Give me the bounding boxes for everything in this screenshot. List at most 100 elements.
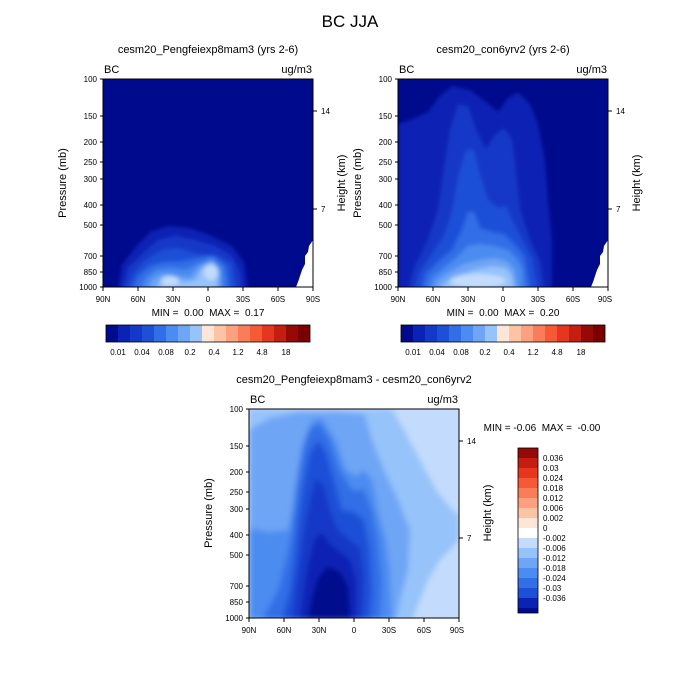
panel-2-xtick-90N: 90N xyxy=(391,295,406,304)
panel-3-cbar-box-15 xyxy=(518,588,538,598)
panel-1-x-ticks: 90N 60N 30N 0 30S 60S 90S xyxy=(96,287,320,304)
panel-1-cbar-label-4: 0.4 xyxy=(208,348,220,357)
panel-2-xtick-60N: 60N xyxy=(426,295,441,304)
panel-2-cbar-box-4 xyxy=(437,325,449,342)
panel-2-cbar-box-15 xyxy=(569,325,581,342)
panel-3-cbar-box-3 xyxy=(518,468,538,478)
panel-2-cbar-box-14 xyxy=(557,325,569,342)
panel-2-colorbar-boxes xyxy=(400,324,606,343)
panel-1-plume-core-b xyxy=(161,276,179,286)
panel-2-x-ticks: 90N 60N 30N 0 30S 60S 90S xyxy=(391,287,612,304)
panel-3-cbar-label-1: 0.03 xyxy=(543,464,559,473)
panel-3-cbar-outline xyxy=(517,447,539,614)
panel-1-stats: MIN = 0.00 MAX = 0.17 xyxy=(152,308,265,319)
panel-2-cbar-box-16 xyxy=(581,325,593,342)
panel-1-ytick-850: 850 xyxy=(84,268,98,277)
panel-2-xtick-30N: 30N xyxy=(461,295,476,304)
panel-1-cbar-box-12 xyxy=(238,325,250,342)
panel-1-cbar-box-9 xyxy=(202,325,214,342)
panel-3-cbar-label-4: 0.012 xyxy=(543,494,564,503)
panel-3-ytick-100: 100 xyxy=(230,405,244,414)
panel-3-ylabel: Pressure (mb) xyxy=(203,478,215,548)
panel-2-cbar-box-7 xyxy=(473,325,485,342)
panel-1-xtick-30N: 30N xyxy=(166,295,181,304)
panel-3-cbar-box-6 xyxy=(518,498,538,508)
panel-2-ytick-1000: 1000 xyxy=(374,283,392,292)
panel-2-cbar-label-6: 4.8 xyxy=(551,348,563,357)
panel-1-cbar-label-0: 0.01 xyxy=(110,348,126,357)
panel-1-cbar-box-2 xyxy=(118,325,130,342)
panel-3-ylabel-right: Height (km) xyxy=(482,485,494,542)
panel-2-cbar-outline xyxy=(400,324,606,343)
panel-2-cbar-box-6 xyxy=(461,325,473,342)
panel-1-ytick-150: 150 xyxy=(84,112,98,121)
panel-3-ytick-1000: 1000 xyxy=(225,614,243,623)
panel-3-ytick-right-14: 14 xyxy=(467,437,476,446)
panel-1-cbar-box-5 xyxy=(154,325,166,342)
panel-3-xtick-30S: 30S xyxy=(382,626,396,635)
panel-1-cbar-box-7 xyxy=(178,325,190,342)
panel-3-cbar-box-10 xyxy=(518,538,538,548)
panel-1-cbar-box-10 xyxy=(214,325,226,342)
panel-2-cbar-label-3: 0.2 xyxy=(479,348,491,357)
panel-3: cesm20_Pengfeiexp8mam3 - cesm20_con6yrv2… xyxy=(203,374,601,635)
panel-2-ytick-right-7: 7 xyxy=(616,205,621,214)
panel-1-cbar-box-15 xyxy=(274,325,286,342)
panel-1-right-string: ug/m3 xyxy=(281,64,312,76)
panel-3-ytick-150: 150 xyxy=(230,442,244,451)
panel-1-ytick-200: 200 xyxy=(84,138,98,147)
panel-2-colorbar: 0.01 0.04 0.08 0.2 0.4 1.2 4.8 18 xyxy=(400,324,606,357)
panel-3-xtick-90N: 90N xyxy=(242,626,257,635)
panel-2-cbar-box-8 xyxy=(485,325,497,342)
panel-1-cbar-box-16 xyxy=(286,325,298,342)
panel-2-ytick-100: 100 xyxy=(379,75,393,84)
panel-3-ytick-850: 850 xyxy=(230,598,244,607)
panel-2-ylabel: Pressure (mb) xyxy=(352,148,364,218)
panel-2-ytick-850: 850 xyxy=(379,268,393,277)
panel-2-cbar-box-17 xyxy=(593,325,605,342)
panel-1-right-axis: 14 7 xyxy=(313,107,330,214)
panel-3-cbar-label-0: 0.036 xyxy=(543,454,564,463)
panel-3-cbar-label-10: -0.012 xyxy=(543,554,566,563)
panel-2-right-axis: 14 7 xyxy=(608,107,625,214)
panel-3-field xyxy=(249,409,459,618)
panel-1-cbar-label-5: 1.2 xyxy=(232,348,244,357)
panel-2-ytick-right-14: 14 xyxy=(616,107,625,116)
panel-1-cbar-outline xyxy=(105,324,311,343)
panel-2-cbar-box-13 xyxy=(545,325,557,342)
panel-1-colorbar: 0.01 0.04 0.08 0.2 0.4 1.2 4.8 18 xyxy=(105,324,311,357)
panel-1-left-string: BC xyxy=(104,64,119,76)
panel-2-ytick-500: 500 xyxy=(379,221,393,230)
panel-3-cbar-box-8 xyxy=(518,518,538,528)
panel-1-xtick-60N: 60N xyxy=(131,295,146,304)
panel-1-cbar-label-3: 0.2 xyxy=(184,348,196,357)
panel-3-right-string: ug/m3 xyxy=(427,394,458,406)
panel-2-cbar-label-2: 0.08 xyxy=(453,348,469,357)
panel-2-right-string: ug/m3 xyxy=(576,64,607,76)
panel-3-ytick-400: 400 xyxy=(230,531,244,540)
panel-2-terrain-mask xyxy=(591,240,608,287)
panel-2-stats: MIN = 0.00 MAX = 0.20 xyxy=(447,308,560,319)
panel-1-xtick-90N: 90N xyxy=(96,295,111,304)
panel-2-cbar-label-0: 0.01 xyxy=(405,348,421,357)
panel-2-colorbar-labels: 0.01 0.04 0.08 0.2 0.4 1.2 4.8 18 xyxy=(405,348,586,357)
panel-2-y-ticks: 100 150 200 250 300 400 500 700 850 1000 xyxy=(374,75,398,292)
panel-3-cbar-box-7 xyxy=(518,508,538,518)
panel-3-right-axis: 14 7 xyxy=(459,437,476,543)
panel-3-ytick-700: 700 xyxy=(230,582,244,591)
panel-2-cbar-box-3 xyxy=(425,325,437,342)
panel-1-title: cesm20_Pengfeiexp8mam3 (yrs 2-6) xyxy=(118,44,298,56)
panel-1-plume-core-a xyxy=(204,264,218,280)
panel-3-cbar-label-13: -0.03 xyxy=(543,584,562,593)
panel-3-cbar-label-2: 0.024 xyxy=(543,474,564,483)
panel-2-cbar-box-2 xyxy=(413,325,425,342)
panel-1-ylabel-right: Height (km) xyxy=(336,155,348,212)
figure-title: BC JJA xyxy=(322,12,379,31)
panel-3-stats: MIN = -0.06 MAX = -0.00 xyxy=(484,423,601,434)
panel-1-ytick-right-7: 7 xyxy=(321,205,326,214)
panel-1-cbar-label-7: 18 xyxy=(282,348,291,357)
panel-2-ytick-700: 700 xyxy=(379,252,393,261)
panel-2-cbar-box-12 xyxy=(533,325,545,342)
panel-3-y-ticks: 100 150 200 250 300 400 500 700 850 1000 xyxy=(225,405,249,623)
